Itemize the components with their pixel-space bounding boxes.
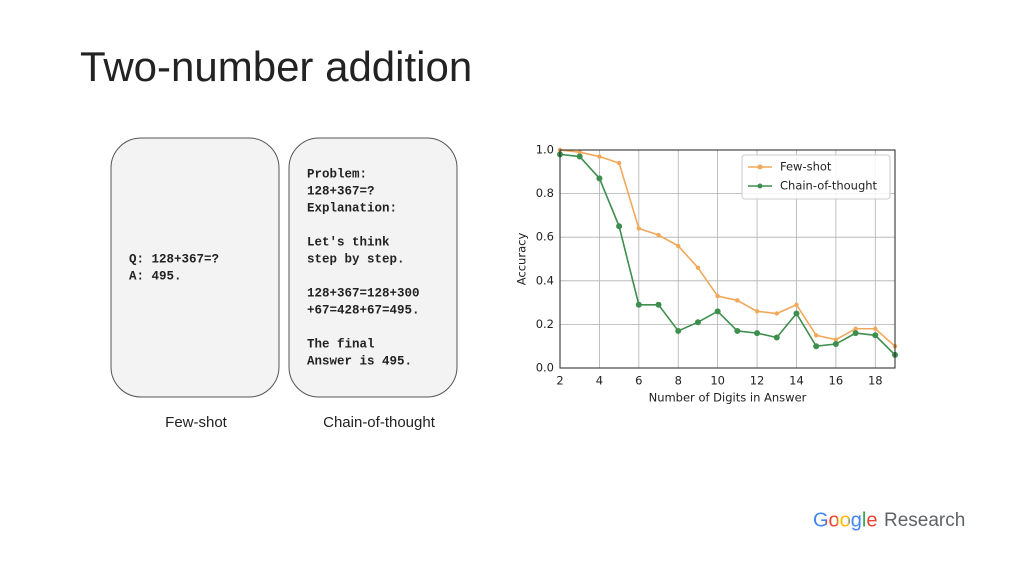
- point: [832, 341, 839, 348]
- point: [872, 332, 879, 339]
- x-tick-label: 6: [635, 374, 642, 388]
- plot-frame: [559, 149, 896, 369]
- point: [636, 226, 642, 231]
- panel-text: Problem:: [307, 167, 367, 181]
- x-axis-label: Number of Digits in Answer: [649, 391, 807, 405]
- panel-caption: Chain-of-thought: [323, 414, 436, 431]
- point: [676, 243, 681, 249]
- point: [714, 308, 721, 315]
- x-tick-label: 18: [868, 374, 883, 388]
- x-tick-label: 16: [829, 374, 844, 388]
- point: [695, 265, 701, 270]
- legend-label: Chain-of-thought: [780, 179, 878, 193]
- y-axis-label: Accuracy: [515, 233, 529, 286]
- y-tick-label: 0.0: [536, 361, 554, 375]
- point: [852, 330, 859, 337]
- panel-text: Explanation:: [307, 201, 397, 215]
- point: [616, 160, 622, 166]
- legend-marker: [757, 164, 763, 170]
- point: [853, 326, 858, 331]
- slide-title: Two-number addition: [80, 43, 472, 90]
- point: [793, 310, 800, 317]
- legend-label: Few-shot: [780, 160, 832, 174]
- panel-text: Q: 128+367=?: [129, 252, 219, 266]
- y-tick-label: 0.4: [536, 273, 554, 287]
- point: [813, 333, 819, 338]
- point: [754, 330, 761, 337]
- series-line: [559, 153, 896, 356]
- x-tick-label: 14: [789, 374, 804, 388]
- x-tick-label: 2: [556, 374, 563, 388]
- point: [635, 301, 642, 308]
- panel-text: Answer is 495.: [307, 354, 412, 368]
- point: [655, 301, 662, 308]
- point: [735, 298, 740, 303]
- x-tick-label: 4: [596, 374, 603, 388]
- logo-product: Research: [884, 510, 965, 531]
- panel-box: [110, 137, 280, 398]
- panel-text: 128+367=?: [307, 184, 375, 198]
- panel-text: Let's think: [307, 235, 390, 249]
- point: [813, 343, 820, 350]
- panel-text: +67=428+67=495.: [307, 303, 420, 317]
- panel-text: A: 495.: [129, 269, 182, 283]
- panel-text: 128+367=128+300: [307, 286, 420, 300]
- y-tick-label: 0.6: [536, 230, 554, 244]
- point: [794, 302, 799, 307]
- legend-box: [741, 154, 891, 200]
- x-tick-label: 12: [750, 374, 765, 388]
- y-tick-label: 0.2: [536, 317, 554, 331]
- point: [577, 149, 582, 155]
- point: [597, 154, 602, 159]
- point: [656, 232, 661, 238]
- series-line: [559, 149, 896, 347]
- point: [734, 327, 741, 334]
- point: [873, 326, 878, 331]
- panel-text: The final: [307, 337, 375, 351]
- point: [773, 334, 780, 341]
- y-tick-label: 1.0: [536, 143, 554, 157]
- point: [715, 293, 720, 299]
- x-tick-label: 8: [675, 374, 682, 388]
- y-tick-label: 0.8: [536, 186, 554, 200]
- point: [694, 319, 701, 326]
- panel-box: [288, 137, 458, 398]
- panel-caption: Few-shot: [165, 414, 228, 431]
- point: [833, 337, 839, 342]
- point: [576, 153, 583, 160]
- legend-marker: [757, 183, 763, 189]
- panel-text: step by step.: [307, 252, 405, 266]
- point: [774, 311, 779, 316]
- logo-brand: Google: [813, 509, 878, 531]
- point: [754, 309, 760, 314]
- x-tick-label: 10: [710, 374, 725, 388]
- point: [596, 175, 603, 182]
- point: [675, 327, 682, 334]
- point: [616, 223, 623, 230]
